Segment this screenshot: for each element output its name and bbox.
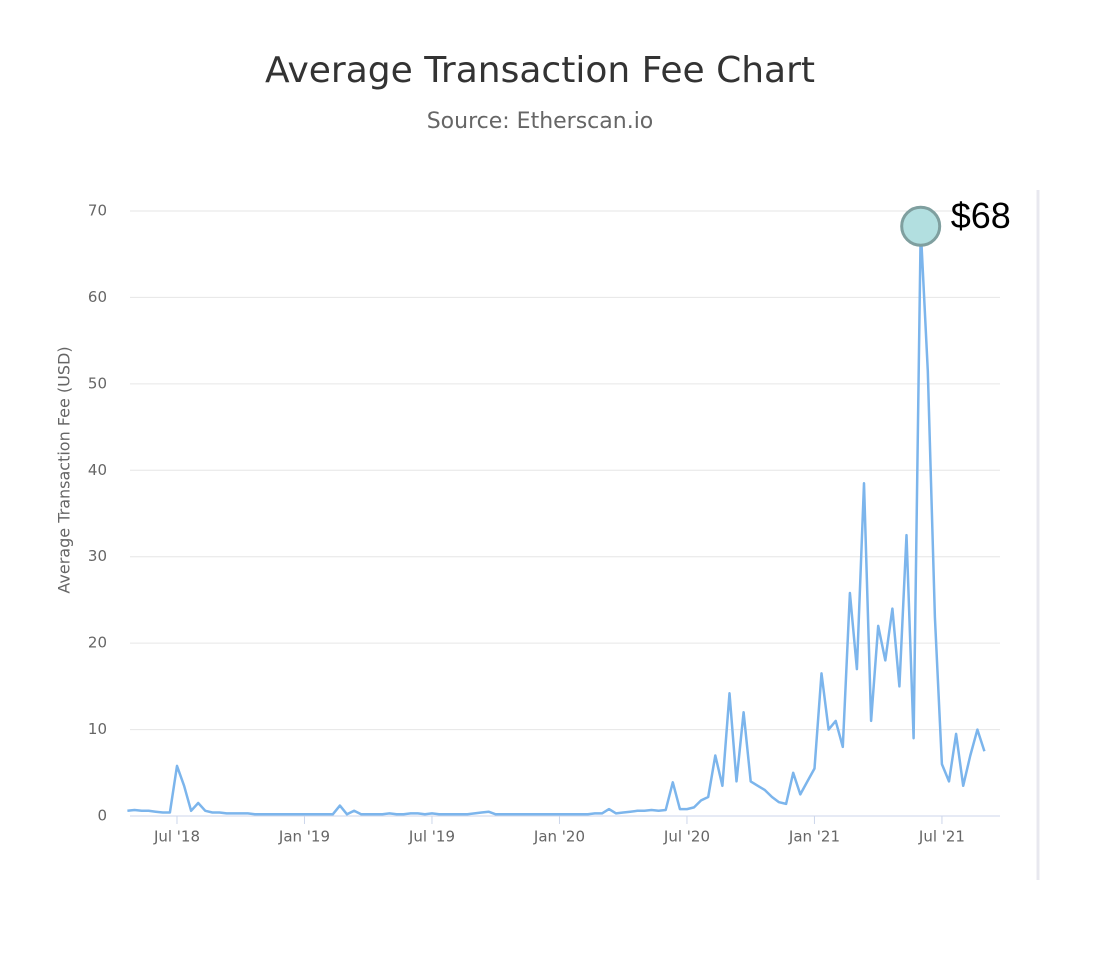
peak-annotation: $68 xyxy=(951,195,1011,236)
x-tick-label: Jan '19 xyxy=(278,828,330,846)
line-series xyxy=(127,227,986,816)
y-tick-label: 10 xyxy=(88,720,107,738)
y-tick-label: 60 xyxy=(88,288,107,306)
y-tick-label: 70 xyxy=(88,202,107,220)
y-axis-label: Average Transaction Fee (USD) xyxy=(55,346,74,593)
x-tick-label: Jul '21 xyxy=(918,828,965,846)
y-tick-label: 20 xyxy=(88,634,107,652)
x-tick-label: Jul '20 xyxy=(663,828,710,846)
x-tick-label: Jul '18 xyxy=(153,828,200,846)
chart-subtitle: Source: Etherscan.io xyxy=(427,109,654,134)
chart-title: Average Transaction Fee Chart xyxy=(265,50,815,91)
y-tick-label: 40 xyxy=(88,461,107,479)
y-tick-label: 50 xyxy=(88,374,107,392)
plot-background xyxy=(128,180,1040,880)
x-tick-label: Jan '20 xyxy=(533,828,585,846)
y-tick-label: 30 xyxy=(88,547,107,565)
x-tick-label: Jan '21 xyxy=(788,828,840,846)
peak-marker xyxy=(900,205,942,247)
y-tick-label: 0 xyxy=(97,807,107,825)
x-tick-label: Jul '19 xyxy=(408,828,455,846)
